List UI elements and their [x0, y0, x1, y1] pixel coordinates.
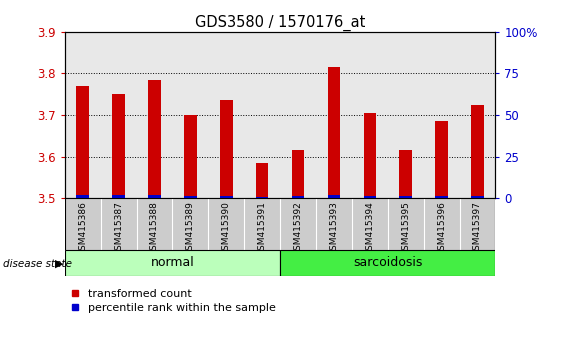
Text: GSM415390: GSM415390 — [222, 201, 231, 256]
Bar — [435, 196, 448, 198]
Text: GSM415386: GSM415386 — [78, 201, 87, 256]
Text: GSM415387: GSM415387 — [114, 201, 123, 256]
Bar — [280, 32, 316, 198]
Bar — [112, 94, 125, 198]
Text: GSM415392: GSM415392 — [293, 201, 302, 256]
Text: GSM415393: GSM415393 — [329, 201, 338, 256]
Text: GSM415391: GSM415391 — [258, 201, 267, 256]
Bar — [435, 121, 448, 198]
Text: disease state: disease state — [3, 259, 72, 269]
Bar — [137, 198, 172, 250]
Bar — [65, 198, 101, 250]
Bar — [424, 32, 459, 198]
Text: sarcoidosis: sarcoidosis — [353, 256, 422, 269]
Bar — [208, 198, 244, 250]
Bar — [352, 32, 388, 198]
Bar — [65, 32, 101, 198]
Bar — [292, 150, 305, 198]
Bar — [244, 198, 280, 250]
Legend: transformed count, percentile rank within the sample: transformed count, percentile rank withi… — [70, 289, 276, 313]
Bar — [172, 32, 208, 198]
Bar — [280, 250, 495, 276]
Bar — [364, 196, 376, 198]
Bar — [399, 196, 412, 198]
Bar — [471, 105, 484, 198]
Bar — [184, 115, 196, 198]
Text: ▶: ▶ — [55, 259, 64, 269]
Bar — [424, 198, 459, 250]
Text: GSM415389: GSM415389 — [186, 201, 195, 256]
Bar — [388, 198, 424, 250]
Bar — [148, 80, 161, 198]
Bar — [328, 195, 340, 198]
Bar — [256, 196, 269, 198]
Bar — [364, 113, 376, 198]
Bar — [220, 101, 233, 198]
Bar — [471, 196, 484, 198]
Bar — [316, 32, 352, 198]
Title: GDS3580 / 1570176_at: GDS3580 / 1570176_at — [195, 14, 365, 30]
Bar — [137, 32, 172, 198]
Bar — [184, 196, 196, 198]
Text: GSM415394: GSM415394 — [365, 201, 374, 256]
Bar — [77, 195, 89, 198]
Bar — [399, 150, 412, 198]
Bar — [459, 198, 495, 250]
Bar — [172, 198, 208, 250]
Bar — [459, 32, 495, 198]
Bar — [328, 67, 340, 198]
Bar — [316, 198, 352, 250]
Bar — [220, 196, 233, 198]
Bar — [148, 195, 161, 198]
Bar — [112, 195, 125, 198]
Bar — [388, 32, 424, 198]
Bar — [101, 198, 137, 250]
Bar — [208, 32, 244, 198]
Bar — [292, 196, 305, 198]
Text: GSM415396: GSM415396 — [437, 201, 446, 256]
Text: GSM415397: GSM415397 — [473, 201, 482, 256]
Bar — [77, 86, 89, 198]
Text: GSM415388: GSM415388 — [150, 201, 159, 256]
Bar — [244, 32, 280, 198]
Bar — [65, 250, 280, 276]
Bar — [352, 198, 388, 250]
Bar — [101, 32, 137, 198]
Text: GSM415395: GSM415395 — [401, 201, 410, 256]
Text: normal: normal — [150, 256, 194, 269]
Bar — [280, 198, 316, 250]
Bar — [256, 163, 269, 198]
